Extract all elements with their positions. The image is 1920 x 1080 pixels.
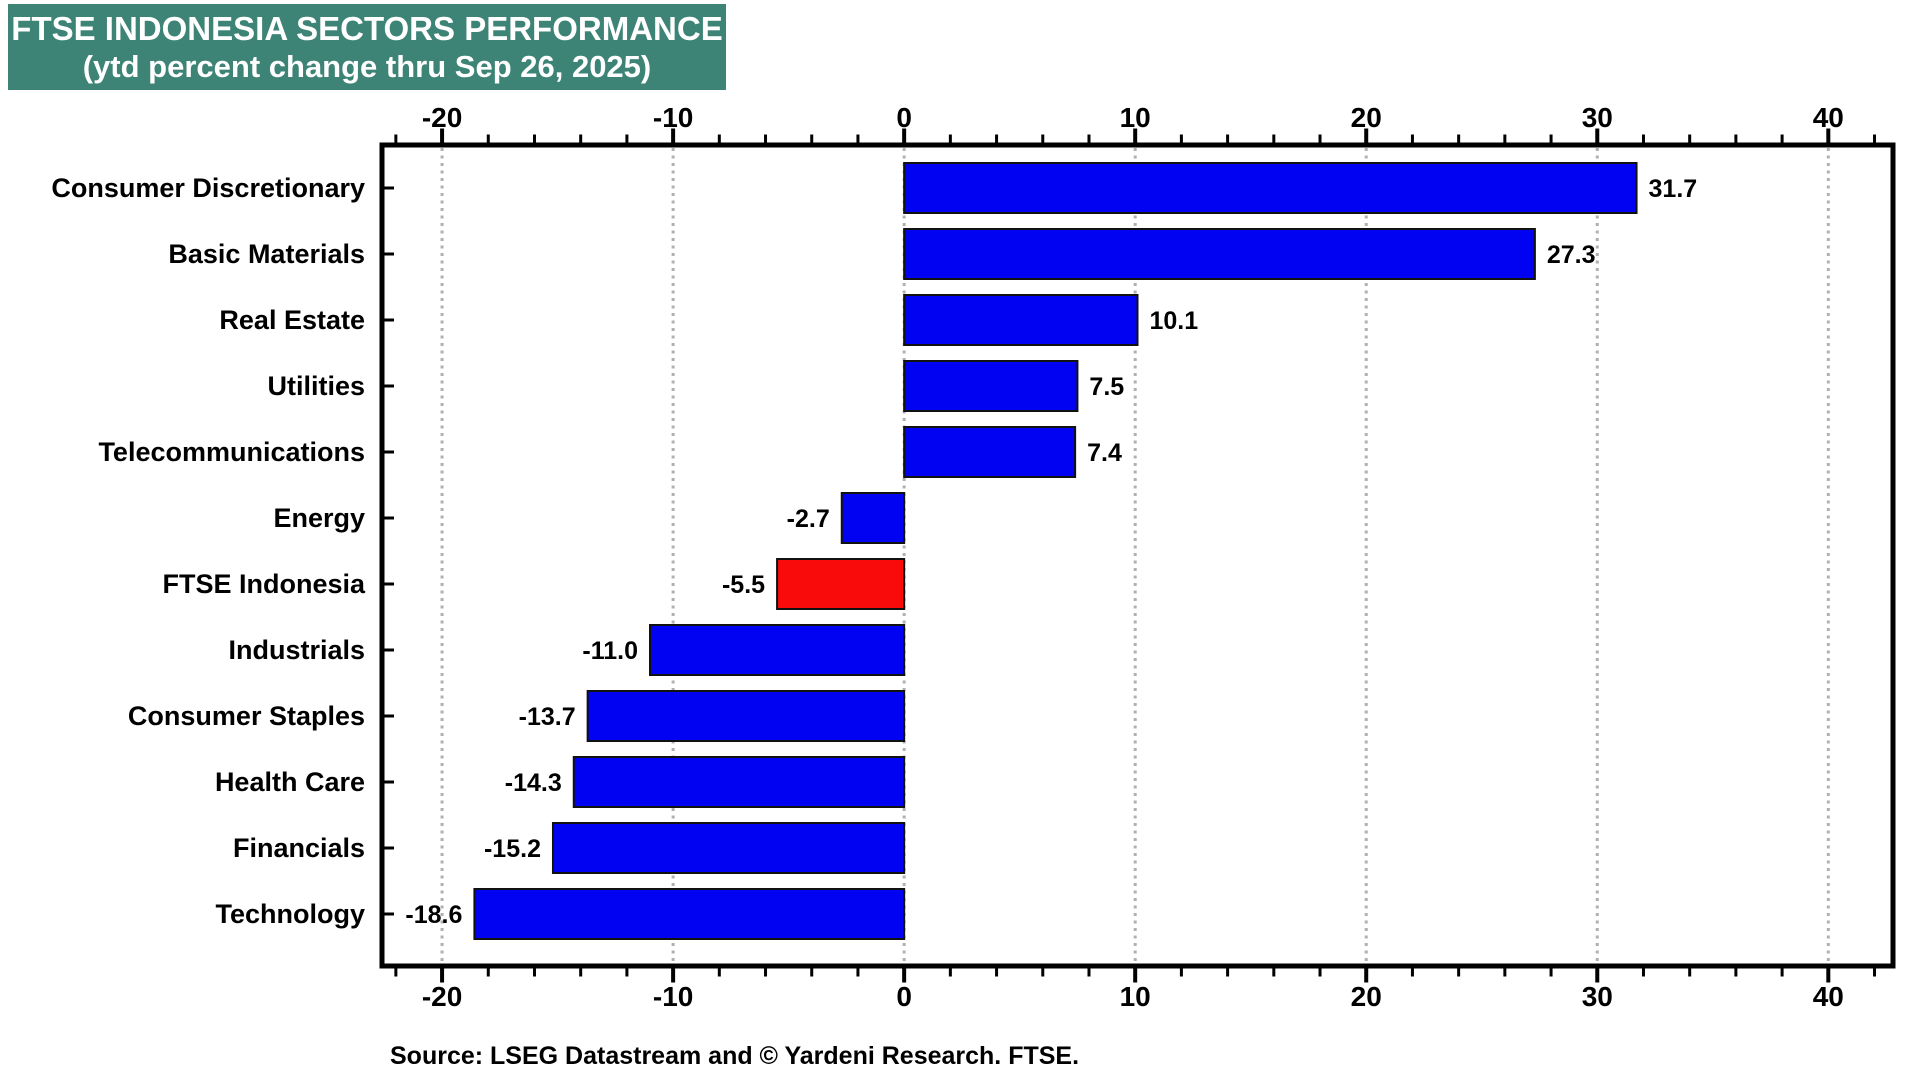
- top-axis-label--20: -20: [422, 102, 462, 133]
- bar-value-real-estate: 10.1: [1150, 307, 1199, 335]
- bar-value-consumer-discretionary: 31.7: [1649, 175, 1698, 203]
- bar-value-health-care: -14.3: [505, 769, 562, 797]
- bottom-axis-label-30: 30: [1582, 981, 1613, 1012]
- top-axis-label--10: -10: [653, 102, 693, 133]
- bar-value-consumer-staples: -13.7: [519, 703, 576, 731]
- category-label-real-estate: Real Estate: [219, 305, 365, 335]
- category-label-utilities: Utilities: [267, 371, 365, 401]
- bar-value-utilities: 7.5: [1089, 373, 1124, 401]
- top-axis-label-30: 30: [1582, 102, 1613, 133]
- bottom-axis-label-20: 20: [1351, 981, 1382, 1012]
- top-axis-label-0: 0: [896, 102, 912, 133]
- bar-value-financials: -15.2: [484, 835, 541, 863]
- category-label-energy: Energy: [273, 503, 365, 533]
- category-label-financials: Financials: [233, 833, 365, 863]
- source-attribution: Source: LSEG Datastream and © Yardeni Re…: [390, 1042, 1080, 1070]
- bar-real-estate: [903, 294, 1139, 346]
- category-label-ftse-indonesia: FTSE Indonesia: [162, 569, 366, 599]
- bar-value-industrials: -11.0: [582, 637, 638, 665]
- plot-frame: [379, 142, 1896, 969]
- bar-value-telecommunications: 7.4: [1087, 439, 1122, 467]
- chart-title-box: FTSE INDONESIA SECTORS PERFORMANCE (ytd …: [8, 4, 726, 90]
- bottom-axis-label--10: -10: [653, 981, 693, 1012]
- category-label-industrials: Industrials: [228, 635, 365, 665]
- category-label-basic-materials: Basic Materials: [168, 239, 365, 269]
- category-label-health-care: Health Care: [215, 767, 365, 797]
- bar-basic-materials: [903, 228, 1536, 280]
- category-label-technology: Technology: [215, 899, 365, 929]
- bar-ftse-indonesia: [776, 558, 906, 610]
- bar-value-energy: -2.7: [787, 505, 830, 533]
- bar-energy: [840, 492, 906, 544]
- bar-technology: [473, 888, 906, 940]
- bottom-axis-label-40: 40: [1813, 981, 1844, 1012]
- category-label-telecommunications: Telecommunications: [98, 437, 365, 467]
- bar-value-ftse-indonesia: -5.5: [722, 571, 765, 599]
- bottom-axis-label-10: 10: [1120, 981, 1151, 1012]
- top-axis-label-20: 20: [1351, 102, 1382, 133]
- bar-value-basic-materials: 27.3: [1547, 241, 1596, 269]
- bar-telecommunications: [903, 426, 1077, 478]
- top-axis-label-10: 10: [1120, 102, 1151, 133]
- category-label-consumer-discretionary: Consumer Discretionary: [51, 173, 365, 203]
- bar-financials: [551, 822, 906, 874]
- top-axis-label-40: 40: [1813, 102, 1844, 133]
- bar-value-technology: -18.6: [405, 901, 462, 929]
- category-label-consumer-staples: Consumer Staples: [128, 701, 365, 731]
- bar-industrials: [649, 624, 906, 676]
- bar-utilities: [903, 360, 1079, 412]
- bar-consumer-staples: [586, 690, 906, 742]
- chart-title: FTSE INDONESIA SECTORS PERFORMANCE: [11, 9, 723, 47]
- bottom-axis-label--20: -20: [422, 981, 462, 1012]
- bar-consumer-discretionary: [903, 162, 1638, 214]
- chart-subtitle: (ytd percent change thru Sep 26, 2025): [82, 49, 652, 85]
- bar-health-care: [572, 756, 906, 808]
- bottom-axis-label-0: 0: [896, 981, 912, 1012]
